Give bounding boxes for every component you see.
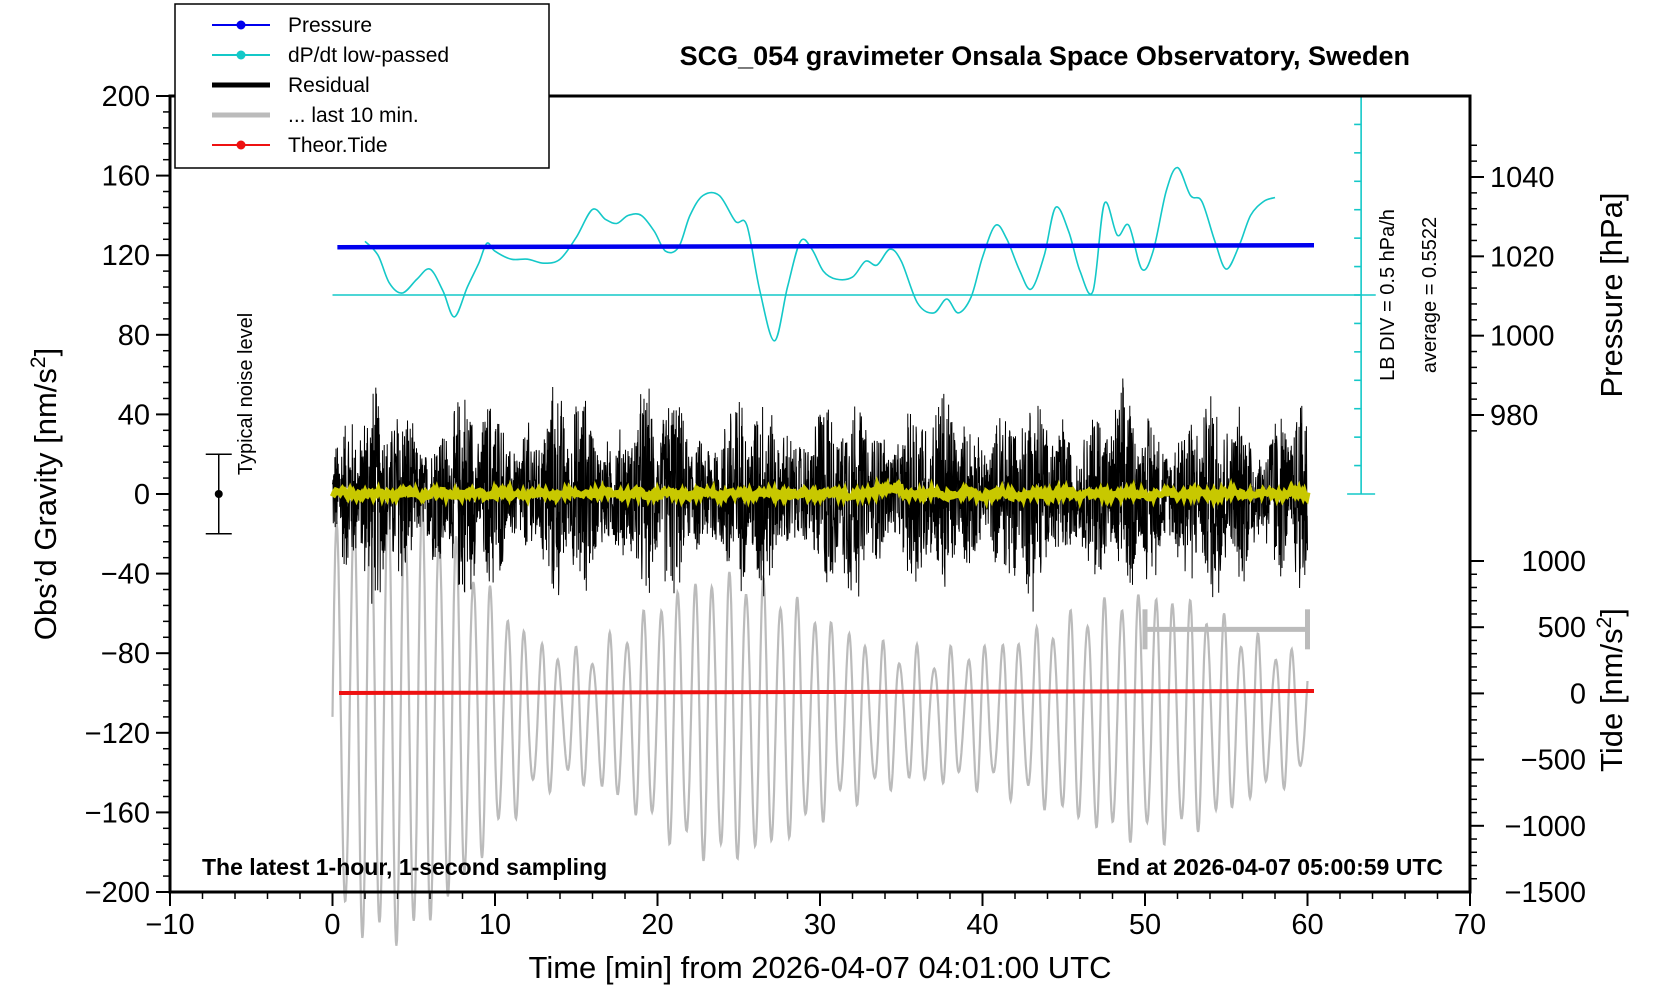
average-label: average = 0.5522 (1419, 217, 1441, 373)
legend-marker (236, 50, 246, 60)
tide-tick-label: −1000 (1505, 811, 1586, 843)
tide-axis-label: Tide [nm/s2] (1593, 608, 1629, 772)
y-tick-label: −120 (85, 718, 150, 750)
x-axis-label: Time [min] from 2026-04-07 04:01:00 UTC (529, 950, 1112, 985)
pressure-tick-label: 1020 (1490, 241, 1555, 273)
x-tick-label: 40 (966, 909, 998, 941)
y-axis-pressure: 1040 1020 1000 980 (1470, 144, 1555, 432)
y-tick-label: −40 (101, 559, 150, 591)
y-tick-label: −200 (85, 877, 150, 909)
y-tick-label: 160 (102, 161, 150, 193)
noise-level-bar (205, 453, 232, 535)
residual-line (332, 378, 1308, 612)
pressure-tick-label: 980 (1490, 400, 1538, 432)
y-axis-tide: 1000 500 0 −500 −1000 −1500 (1470, 546, 1586, 909)
y-tick-label: 40 (118, 399, 150, 431)
x-axis: −10 0 10 20 30 40 50 60 70 (145, 892, 1486, 941)
theor-tide-series (338, 689, 1315, 695)
pressure-series (337, 243, 1315, 250)
tide-tick-label: 500 (1538, 612, 1586, 644)
legend-label: Pressure (288, 14, 372, 37)
residual-mean-line (329, 475, 1311, 510)
last-10-min-bar (1142, 609, 1310, 650)
dpdt-series (332, 166, 1376, 342)
chart-title: SCG_054 gravimeter Onsala Space Observat… (680, 41, 1410, 71)
pressure-tick-label: 1040 (1490, 162, 1555, 194)
y-axis-left: 200 160 120 80 40 0 −40 −80 −120 −160 −200 (85, 81, 170, 909)
residual-mean-series (329, 475, 1311, 510)
x-tick-label: −10 (145, 909, 194, 941)
theor-tide-line (338, 689, 1315, 695)
x-tick-label: 30 (804, 909, 836, 941)
x-tick-label: 10 (479, 909, 511, 941)
y-tick-label: 0 (134, 479, 150, 511)
legend-marker (236, 140, 246, 150)
x-tick-label: 60 (1291, 909, 1323, 941)
legend-marker (236, 20, 246, 30)
tide-tick-label: −500 (1521, 745, 1586, 777)
lb-div-label: LB DIV = 0.5 hPa/h (1377, 209, 1399, 381)
legend-label: Theor.Tide (288, 134, 388, 157)
noise-label: Typical noise level (235, 313, 257, 475)
y-tick-label: 200 (102, 81, 150, 113)
pressure-tick-label: 1000 (1490, 321, 1555, 353)
tide-tick-label: 0 (1570, 678, 1586, 710)
x-tick-label: 70 (1454, 909, 1486, 941)
noise-point (214, 490, 223, 498)
legend: Pressure dP/dt low-passed Residual ... last… (174, 3, 550, 169)
tide-grey-line (331, 493, 1309, 946)
footer-left: The latest 1-hour, 1-second sampling (202, 854, 607, 880)
y-axis-label: Obs’d Gravity [nm/s2] (27, 348, 63, 641)
tide-tick-label: 1000 (1521, 546, 1586, 578)
y-tick-label: −80 (101, 638, 150, 670)
pressure-line (337, 243, 1315, 250)
pressure-axis-label: Pressure [hPa] (1594, 192, 1629, 397)
legend-label: dP/dt low-passed (288, 44, 449, 67)
tide-grey-series (331, 493, 1309, 946)
legend-label: ... last 10 min. (288, 104, 419, 127)
legend-label: Residual (288, 74, 370, 97)
y-tick-label: −160 (85, 797, 150, 829)
y-tick-label: 120 (102, 240, 150, 272)
footer-right: End at 2026-04-07 05:00:59 UTC (1097, 854, 1443, 880)
tide-tick-label: −1500 (1505, 877, 1586, 909)
y-tick-label: 80 (118, 320, 150, 352)
x-tick-label: 50 (1129, 909, 1161, 941)
residual-series (332, 378, 1308, 612)
x-tick-label: 0 (324, 909, 340, 941)
x-tick-label: 20 (641, 909, 673, 941)
dpdt-line (364, 166, 1276, 342)
